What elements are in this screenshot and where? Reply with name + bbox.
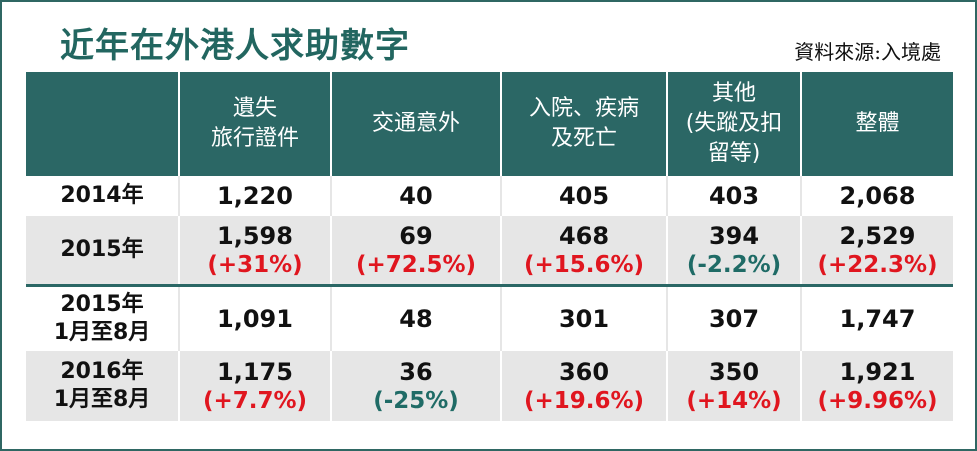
table-cell: 2,529 (+22.3%) [800, 216, 953, 284]
cell-change-percent: (-2.2%) [686, 252, 782, 278]
table-cell: 307 [666, 287, 800, 351]
cell-value: 403 [708, 182, 760, 210]
table-cell: 1,747 [800, 287, 953, 351]
source-note: 資料來源:入境處 [794, 40, 941, 64]
cell-value: 2,529 [839, 222, 916, 250]
cell-change-percent: (+19.6%) [523, 388, 645, 414]
row-label: 2015年 [60, 237, 144, 262]
table-cell: 405 [500, 176, 666, 216]
cell-value: 468 [558, 222, 610, 250]
table-cell: 301 [500, 287, 666, 351]
cell-change-percent: (+15.6%) [523, 252, 645, 278]
cell-value: 394 [708, 222, 760, 250]
header-lost-documents: 遺失 旅行證件 [178, 72, 330, 176]
chart-title: 近年在外港人求助數字 [60, 26, 410, 66]
cell-value: 307 [708, 305, 760, 333]
cell-change-percent: (+31%) [207, 252, 303, 278]
header-cell-empty [26, 72, 178, 176]
row-label-cell: 2015年 [26, 216, 178, 284]
cell-change-percent: (+72.5%) [355, 252, 477, 278]
row-label-cell: 2016年 1月至8月 [26, 351, 178, 421]
table-cell: 1,598 (+31%) [178, 216, 330, 284]
cell-value: 1,598 [217, 222, 293, 250]
cell-value: 69 [399, 222, 433, 250]
cell-value: 40 [399, 182, 433, 210]
cell-value: 360 [558, 358, 610, 386]
header-hospital-illness-death: 入院、疾病 及死亡 [500, 72, 666, 176]
row-label: 2016年 1月至8月 [53, 359, 151, 412]
cell-value: 48 [399, 305, 433, 333]
cell-change-percent: (+9.96%) [817, 388, 938, 414]
statistics-table: 遺失 旅行證件 交通意外 入院、疾病 及死亡 其他 (失蹤及扣 留等) 整體 2… [26, 72, 953, 421]
header-overall: 整體 [800, 72, 953, 176]
table-cell: 1,091 [178, 287, 330, 351]
cell-change-percent: (-25%) [373, 388, 459, 414]
cell-value: 1,175 [217, 358, 293, 386]
table-cell: 350 (+14%) [666, 351, 800, 421]
table-row: 2015年 1,598 (+31%) 69 (+72.5%) 468 (+15.6%) 394… [26, 216, 953, 284]
table-cell: 403 [666, 176, 800, 216]
table-cell: 40 [330, 176, 500, 216]
cell-value: 1,091 [217, 305, 293, 333]
table-cell: 69 (+72.5%) [330, 216, 500, 284]
table-cell: 1,921 (+9.96%) [800, 351, 953, 421]
cell-change-percent: (+22.3%) [817, 252, 938, 278]
cell-value: 350 [708, 358, 760, 386]
cell-change-percent: (+14%) [686, 388, 782, 414]
header-others: 其他 (失蹤及扣 留等) [666, 72, 800, 176]
table-cell: 1,175 (+7.7%) [178, 351, 330, 421]
row-label: 2015年 1月至8月 [53, 292, 151, 345]
table-cell: 468 (+15.6%) [500, 216, 666, 284]
cell-change-percent: (+7.7%) [202, 388, 308, 414]
cell-value: 1,220 [217, 182, 293, 210]
table-cell: 394 (-2.2%) [666, 216, 800, 284]
cell-value: 36 [399, 358, 433, 386]
cell-value: 1,747 [839, 305, 916, 333]
cell-value: 301 [558, 305, 610, 333]
cell-value: 405 [558, 182, 610, 210]
row-label-cell: 2014年 [26, 176, 178, 216]
header-traffic-accidents: 交通意外 [330, 72, 500, 176]
table-cell: 360 (+19.6%) [500, 351, 666, 421]
table-row: 2014年 1,220 40 405 403 2,068 [26, 176, 953, 216]
row-label: 2014年 [60, 183, 144, 208]
table-row: 2016年 1月至8月 1,175 (+7.7%) 36 (-25%) 360 (+19.6… [26, 351, 953, 421]
table-cell: 48 [330, 287, 500, 351]
table-header-row: 遺失 旅行證件 交通意外 入院、疾病 及死亡 其他 (失蹤及扣 留等) 整體 [26, 72, 953, 176]
cell-value: 2,068 [839, 182, 916, 210]
table-row: 2015年 1月至8月 1,091 48 301 307 1,747 [26, 284, 953, 351]
table-cell: 2,068 [800, 176, 953, 216]
row-label-cell: 2015年 1月至8月 [26, 287, 178, 351]
table-cell: 1,220 [178, 176, 330, 216]
table-cell: 36 (-25%) [330, 351, 500, 421]
cell-value: 1,921 [839, 358, 916, 386]
